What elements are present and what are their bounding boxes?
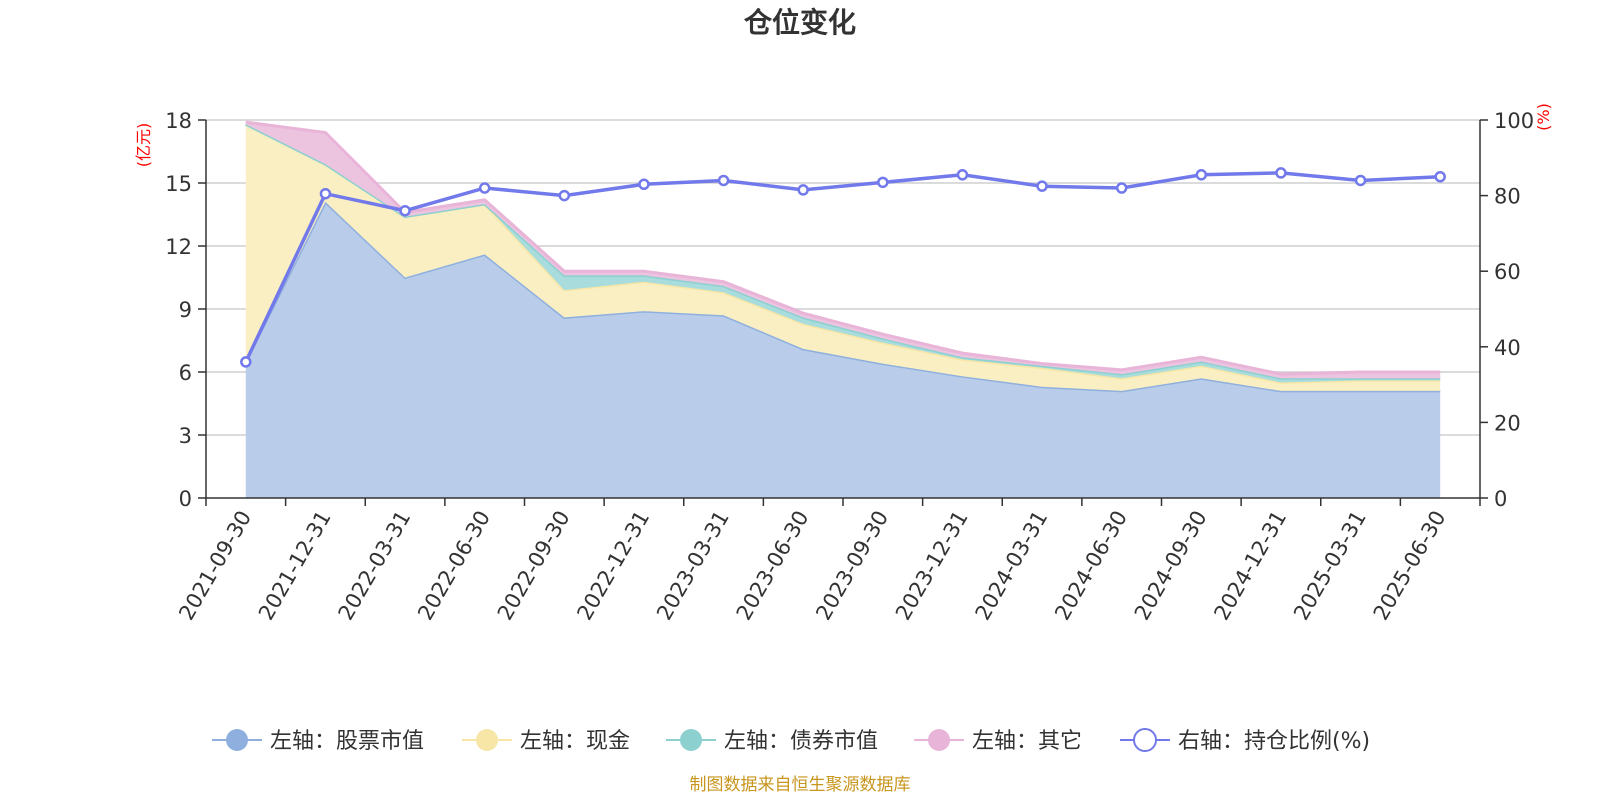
right-tick-label-5: 100 [1494, 109, 1534, 133]
ratio-line [244, 171, 1441, 363]
right-tick-label-4: 80 [1494, 185, 1521, 209]
x-tick-label-13: 2024-12-31 [1209, 507, 1291, 625]
x-tick-label-1: 2021-12-31 [254, 507, 336, 625]
ratio-point-6 [717, 174, 730, 187]
left-tick-label-0: 0 [179, 487, 192, 511]
ratio-point-8 [877, 176, 889, 189]
legend-label-4: 左轴：其它 [972, 729, 1082, 754]
ratio-point-2 [399, 204, 411, 217]
ratio-point-9 [956, 169, 969, 181]
right-axis-unit: (%) [1534, 103, 1553, 131]
right-tick-label-0: 0 [1494, 487, 1507, 511]
x-tick-label-9: 2023-12-31 [891, 507, 973, 625]
ratio-point-5 [638, 178, 650, 191]
area-series-2 [245, 124, 1441, 391]
source-note: 制图数据来自恒生聚源数据库 [690, 775, 911, 795]
chart-title: 仓位变化 [744, 6, 856, 39]
x-tick-label-8: 2023-09-30 [811, 507, 893, 625]
left-tick-label-5: 15 [165, 172, 192, 196]
ratio-point-10 [1036, 180, 1048, 192]
x-tick-label-11: 2024-06-30 [1050, 507, 1132, 625]
x-tick-label-14: 2025-03-31 [1289, 507, 1371, 625]
ratio-point-14 [1354, 174, 1367, 187]
left-tick-label-2: 6 [179, 361, 192, 385]
ratio-point-1 [319, 187, 332, 200]
legend-label-2: 左轴：现金 [520, 729, 630, 754]
stacked-areas [244, 120, 1441, 498]
x-tick-label-2: 2022-03-31 [334, 507, 416, 625]
area-series-3 [245, 124, 1441, 383]
left-tick-label-4: 12 [165, 235, 192, 259]
left-tick-label-3: 9 [179, 298, 192, 322]
x-tick-label-10: 2024-03-31 [971, 507, 1053, 625]
x-tick-label-0: 2021-09-30 [174, 507, 256, 625]
legend-marker-3 [680, 729, 702, 751]
ratio-point-13 [1275, 167, 1287, 179]
area-series-1 [245, 201, 1441, 498]
x-tick-label-6: 2023-03-31 [652, 507, 734, 625]
ratio-point-12 [1195, 169, 1208, 181]
left-tick-label-6: 18 [165, 109, 192, 133]
x-tick-label-4: 2022-09-30 [493, 507, 575, 625]
legend-label-5: 右轴：持仓比例(%) [1178, 729, 1370, 754]
legend: 左轴：股票市值 左轴：现金 左轴：债券市值 左轴：其它 右轴：持仓比例(%) [212, 728, 1370, 754]
right-tick-label-2: 40 [1494, 336, 1521, 360]
legend-marker-1 [226, 729, 248, 751]
right-tick-label-1: 20 [1494, 411, 1521, 435]
x-tick-label-5: 2022-12-31 [572, 507, 654, 625]
left-tick-label-1: 3 [179, 424, 192, 448]
position-ratio-series [240, 167, 1446, 368]
ratio-point-11 [1115, 182, 1128, 194]
right-tick-label-3: 60 [1494, 260, 1521, 284]
ratio-point-3 [478, 182, 491, 194]
legend-marker-4 [928, 729, 950, 751]
ratio-point-7 [797, 184, 809, 196]
ratio-point-15 [1434, 170, 1446, 183]
legend-marker-2 [476, 729, 498, 751]
ratio-point-4 [558, 189, 571, 202]
x-tick-label-15: 2025-06-30 [1369, 507, 1451, 625]
x-tick-label-7: 2023-06-30 [732, 507, 814, 625]
legend-label-3: 左轴：债券市值 [724, 729, 878, 754]
x-tick-label-3: 2022-06-30 [413, 507, 495, 625]
area-edge-series-4 [245, 120, 1441, 376]
x-tick-label-12: 2024-09-30 [1130, 507, 1212, 625]
legend-marker-5 [1133, 728, 1157, 752]
ratio-point-0 [240, 356, 252, 368]
legend-label-1: 左轴：股票市值 [270, 729, 424, 754]
area-series-4 [245, 122, 1441, 379]
left-axis-unit: (亿元) [134, 123, 153, 168]
